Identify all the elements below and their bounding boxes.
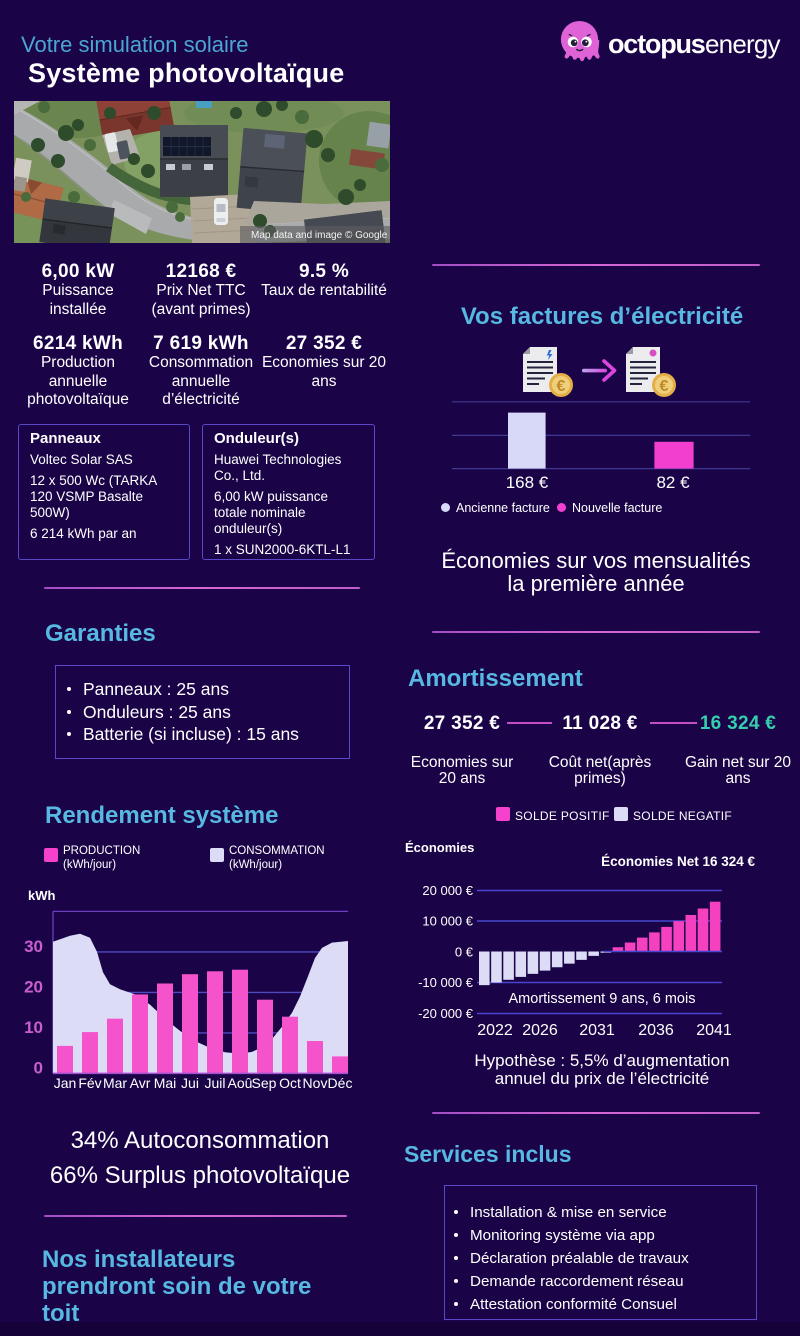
svg-text:10: 10	[24, 1018, 43, 1037]
svg-text:energy: energy	[705, 29, 780, 59]
svg-text:0 €: 0 €	[455, 945, 474, 960]
svg-text:Map data and image © Google: Map data and image © Google	[251, 230, 388, 241]
svg-text:20 000 €: 20 000 €	[422, 883, 473, 898]
svg-text:168 €: 168 €	[506, 473, 549, 490]
svg-text:Juil: Juil	[204, 1075, 225, 1091]
svg-text:20: 20	[24, 978, 43, 997]
svg-text:Avr: Avr	[130, 1075, 151, 1091]
svg-text:Jui: Jui	[181, 1075, 199, 1091]
svg-text:€: €	[660, 378, 669, 395]
svg-text:2036: 2036	[638, 1022, 674, 1039]
svg-text:2026: 2026	[522, 1022, 558, 1039]
svg-text:2022: 2022	[477, 1022, 513, 1039]
svg-text:10 000 €: 10 000 €	[422, 914, 473, 929]
svg-text:octopus: octopus	[608, 29, 705, 59]
svg-text:-20 000 €: -20 000 €	[418, 1006, 474, 1021]
svg-text:2041: 2041	[696, 1022, 732, 1039]
svg-text:Sep: Sep	[252, 1075, 277, 1091]
svg-text:Mai: Mai	[154, 1075, 177, 1091]
svg-text:€: €	[557, 378, 566, 395]
svg-text:Aoû: Aoû	[228, 1075, 253, 1091]
svg-text:Amortissement 9 ans, 6 mois: Amortissement 9 ans, 6 mois	[509, 991, 696, 1007]
svg-text:Fév: Fév	[78, 1075, 101, 1091]
svg-text:Oct: Oct	[279, 1075, 301, 1091]
svg-text:-10 000 €: -10 000 €	[418, 975, 474, 990]
svg-text:2031: 2031	[579, 1022, 615, 1039]
svg-text:Mar: Mar	[103, 1075, 127, 1091]
svg-text:Jan: Jan	[54, 1075, 77, 1091]
svg-text:82 €: 82 €	[656, 473, 690, 490]
svg-text:Nov: Nov	[303, 1075, 328, 1091]
svg-text:30: 30	[24, 937, 43, 956]
svg-text:0: 0	[34, 1059, 43, 1078]
svg-text:Déc: Déc	[328, 1075, 353, 1091]
